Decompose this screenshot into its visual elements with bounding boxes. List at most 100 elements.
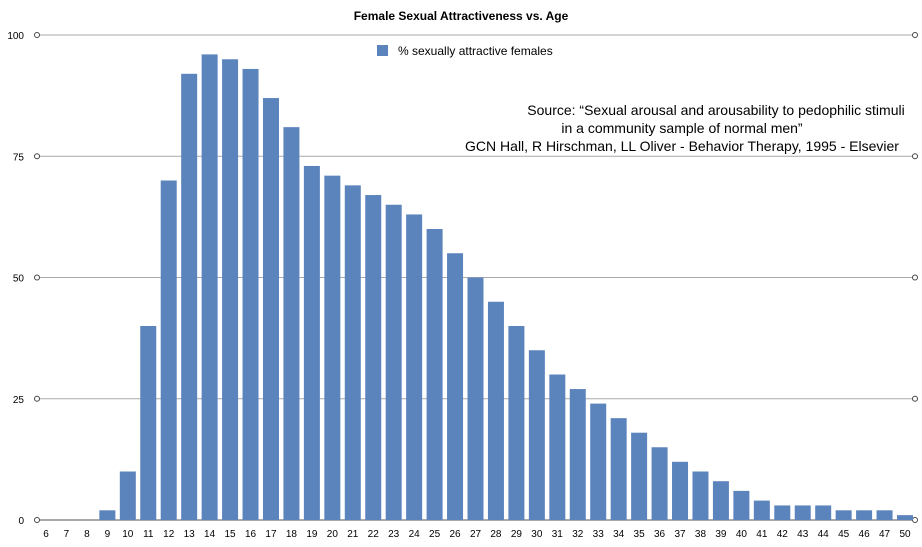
bar-age-17 <box>262 98 279 521</box>
bar-age-35 <box>631 432 648 520</box>
bar-age-44 <box>815 505 832 520</box>
x-tick-label: 44 <box>818 529 830 540</box>
bar-age-47 <box>876 510 893 520</box>
x-tick-label: 30 <box>531 529 543 540</box>
bar-age-9 <box>99 510 116 520</box>
x-tick-label: 14 <box>204 529 216 540</box>
bar-age-39 <box>712 481 729 520</box>
x-tick-label: 41 <box>756 529 768 540</box>
bar-age-50 <box>897 515 913 520</box>
x-tick-label: 37 <box>674 529 686 540</box>
y-tick-label: 0 <box>18 516 24 527</box>
x-tick-label: 16 <box>245 529 257 540</box>
bar-age-19 <box>303 165 320 520</box>
bar-age-37 <box>672 461 689 520</box>
x-tick-label: 13 <box>184 529 196 540</box>
y-tick-label: 50 <box>13 274 25 285</box>
bar-age-14 <box>201 54 218 521</box>
x-tick-label: 39 <box>715 529 727 540</box>
bar-age-25 <box>426 229 443 520</box>
bar-age-26 <box>447 253 464 520</box>
bar-age-41 <box>753 500 770 520</box>
bar-age-31 <box>549 374 566 520</box>
gridline-endpoint-left <box>34 274 40 281</box>
x-tick-label: 27 <box>470 529 482 540</box>
x-tick-label: 46 <box>859 529 871 540</box>
legend: % sexually attractive females <box>377 44 553 58</box>
gridline-endpoint-right <box>912 274 918 281</box>
x-tick-label: 22 <box>368 529 380 540</box>
x-tick-label: 12 <box>163 529 175 540</box>
bar-age-18 <box>283 127 300 521</box>
x-tick-label: 11 <box>143 529 154 540</box>
y-tick-label: 25 <box>13 395 25 406</box>
gridline-endpoint-right <box>912 517 918 523</box>
x-tick-label: 28 <box>490 529 502 540</box>
y-tick-label: 100 <box>7 31 24 42</box>
bar-age-11 <box>140 326 157 520</box>
x-tick-label: 9 <box>105 529 111 540</box>
x-tick-label: 15 <box>225 529 237 540</box>
legend-swatch <box>377 45 388 56</box>
bar-age-15 <box>222 59 239 520</box>
gridline-endpoint-left <box>34 395 40 402</box>
x-tick-label: 40 <box>736 529 748 540</box>
x-tick-label: 31 <box>552 529 564 540</box>
x-tick-label: 18 <box>286 529 298 540</box>
bar-age-20 <box>324 175 341 520</box>
x-tick-label: 45 <box>838 529 850 540</box>
x-tick-label: 26 <box>449 529 461 540</box>
bar-age-23 <box>385 204 402 520</box>
x-tick-label: 7 <box>64 529 70 540</box>
chart-title: Female Sexual Attractiveness vs. Age <box>354 9 569 23</box>
bar-age-22 <box>365 195 382 521</box>
gridline-endpoint-right <box>912 395 918 402</box>
bar-age-29 <box>508 326 525 520</box>
gridline-endpoint-right <box>912 153 918 160</box>
gridline-endpoint-left <box>34 517 40 523</box>
bar-age-24 <box>406 214 423 520</box>
x-tick-label: 38 <box>695 529 707 540</box>
x-axis-ticks: 6 7 8 9 10 11 12 13 14 15 16 17 18 19 20 21 22 23 24 25 26 27… <box>43 529 911 540</box>
gridline-endpoint-right <box>912 32 918 38</box>
x-tick-label: 42 <box>777 529 789 540</box>
y-tick-label: 75 <box>13 152 25 163</box>
bar-age-27 <box>467 277 484 520</box>
x-tick-label: 23 <box>388 529 400 540</box>
bar-age-46 <box>856 510 873 520</box>
x-tick-label: 24 <box>409 529 421 540</box>
x-tick-label: 36 <box>654 529 666 540</box>
x-tick-label: 21 <box>347 529 359 540</box>
x-tick-label: 50 <box>899 529 911 540</box>
x-tick-label: 17 <box>265 529 277 540</box>
annotation-line-1: Source: “Sexual arousal and arousability… <box>527 102 904 118</box>
bar-age-16 <box>242 68 259 520</box>
y-axis-ticks: 0 25 50 75 100 <box>7 31 24 527</box>
gridline-endpoint-left <box>34 153 40 160</box>
bar-age-45 <box>835 510 852 520</box>
x-tick-label: 35 <box>634 529 646 540</box>
bar-age-10 <box>119 471 136 520</box>
bar-age-38 <box>692 471 709 520</box>
gridline-endpoint-left <box>34 32 40 38</box>
x-tick-label: 34 <box>613 529 625 540</box>
source-annotation: Source: “Sexual arousal and arousability… <box>465 102 905 154</box>
bar-age-40 <box>733 490 750 520</box>
bar-age-13 <box>181 73 198 521</box>
bar-age-21 <box>344 185 361 520</box>
x-tick-label: 10 <box>122 529 134 540</box>
bar-age-34 <box>610 418 627 520</box>
bar-age-32 <box>569 389 586 520</box>
x-tick-label: 6 <box>43 529 49 540</box>
bar-age-42 <box>774 505 791 520</box>
legend-label: % sexually attractive females <box>398 44 553 58</box>
x-tick-label: 33 <box>593 529 605 540</box>
x-tick-label: 25 <box>429 529 441 540</box>
x-tick-label: 8 <box>84 529 90 540</box>
x-tick-label: 19 <box>306 529 318 540</box>
x-tick-label: 43 <box>797 529 809 540</box>
bar-age-33 <box>590 403 607 520</box>
bar-age-36 <box>651 447 668 520</box>
x-tick-label: 29 <box>511 529 523 540</box>
